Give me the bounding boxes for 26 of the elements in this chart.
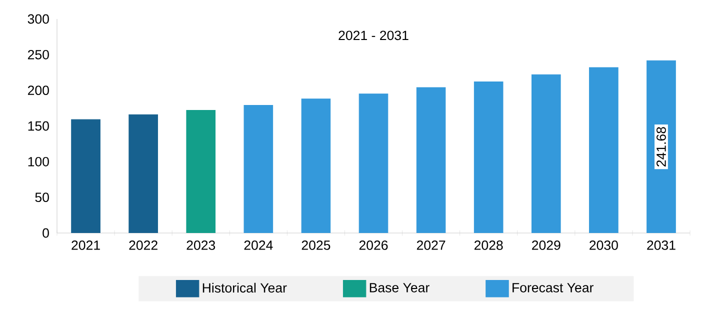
legend-label: Historical Year [202, 282, 287, 293]
y-tick-label: 300 [28, 14, 49, 24]
bar [71, 119, 100, 233]
y-tick-label: 200 [28, 86, 49, 96]
legend-label: Forecast Year [512, 283, 594, 292]
x-tick-label: 2024 [244, 240, 273, 250]
x-tick-label: 2031 [647, 240, 676, 250]
text: 2021 - 2031 [338, 30, 408, 40]
x-tick-label: 2026 [359, 240, 388, 250]
x-tick-label: 2025 [302, 240, 330, 250]
bar [128, 114, 158, 233]
x-tick-label: 2022 [129, 240, 158, 250]
y-tick-label: 100 [28, 156, 49, 166]
x-tick-label: 2027 [416, 240, 446, 250]
legend-label: Base Year [370, 283, 430, 292]
y-tick-label: 0 [42, 228, 49, 238]
y-tick-label: 150 [28, 121, 49, 131]
y-tick-label: 250 [28, 50, 49, 60]
x-tick-label: 2029 [532, 240, 560, 250]
x-tick-label: 2028 [474, 240, 503, 250]
x-tick-label: 2021 [72, 240, 100, 250]
x-tick-label: 2023 [186, 240, 216, 250]
bar [186, 110, 216, 233]
x-tick-label: 2030 [590, 240, 618, 250]
y-tick-label: 50 [35, 192, 49, 202]
data-label: 241.68 [656, 127, 666, 166]
